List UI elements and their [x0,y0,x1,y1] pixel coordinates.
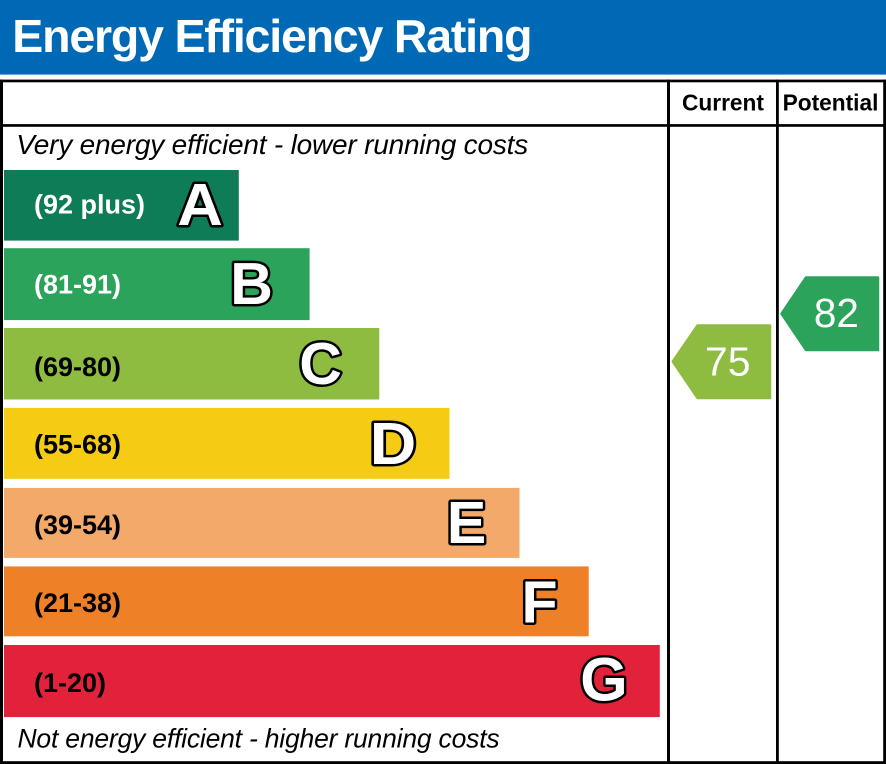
svg-text:E: E [447,490,486,556]
svg-text:G: G [580,645,627,713]
svg-text:B: B [230,251,273,317]
svg-text:(55-68): (55-68) [34,430,121,460]
svg-text:Current: Current [682,90,764,116]
svg-text:Potential: Potential [783,90,879,116]
svg-text:Very energy efficient - lower: Very energy efficient - lower running co… [16,129,528,160]
svg-text:(39-54): (39-54) [34,510,121,540]
svg-text:Energy Efficiency Rating: Energy Efficiency Rating [12,10,531,62]
svg-text:Not energy efficient - higher: Not energy efficient - higher running co… [18,724,500,754]
svg-text:A: A [177,172,223,238]
svg-text:C: C [299,331,342,397]
svg-text:(21-38): (21-38) [34,588,121,618]
svg-text:(92 plus): (92 plus) [34,190,145,220]
svg-text:(69-80): (69-80) [34,352,121,382]
svg-text:82: 82 [814,290,859,336]
svg-text:D: D [370,411,417,477]
svg-text:(81-91): (81-91) [34,270,121,300]
svg-text:75: 75 [705,339,751,385]
svg-text:(1-20): (1-20) [34,668,106,698]
svg-text:F: F [521,569,557,635]
